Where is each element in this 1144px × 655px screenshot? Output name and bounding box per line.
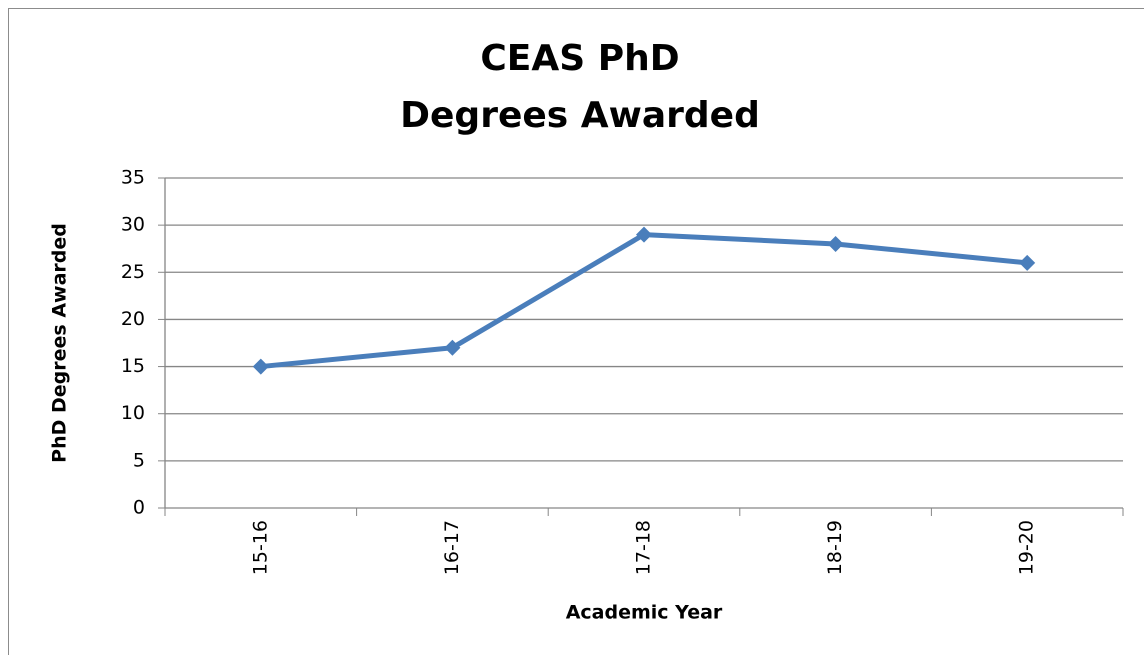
y-tick-label: 25 xyxy=(121,261,145,283)
marker xyxy=(636,226,652,243)
marker xyxy=(444,339,461,356)
marker xyxy=(827,236,844,252)
y-tick-label: 35 xyxy=(121,167,145,189)
x-tick-label: 18-19 xyxy=(824,520,846,575)
y-tick-label: 10 xyxy=(121,402,145,424)
x-tick-label: 16-17 xyxy=(441,520,463,575)
chart-title: CEAS PhD xyxy=(480,38,679,79)
x-tick-label: 17-18 xyxy=(633,520,655,575)
x-axis-title: Academic Year xyxy=(566,602,723,624)
x-tick-label: 19-20 xyxy=(1016,520,1038,575)
chart-frame xyxy=(8,8,1144,655)
y-tick-label: 20 xyxy=(121,308,145,330)
marker xyxy=(1019,254,1036,271)
marker xyxy=(252,358,269,375)
y-axis-title: PhD Degrees Awarded xyxy=(49,223,71,463)
y-tick-label: 0 xyxy=(133,497,145,519)
y-tick-label: 15 xyxy=(121,355,145,377)
x-tick-label: 15-16 xyxy=(249,520,271,575)
y-tick-label: 5 xyxy=(133,449,145,471)
chart-title: Degrees Awarded xyxy=(400,95,760,136)
y-tick-label: 30 xyxy=(121,214,145,236)
